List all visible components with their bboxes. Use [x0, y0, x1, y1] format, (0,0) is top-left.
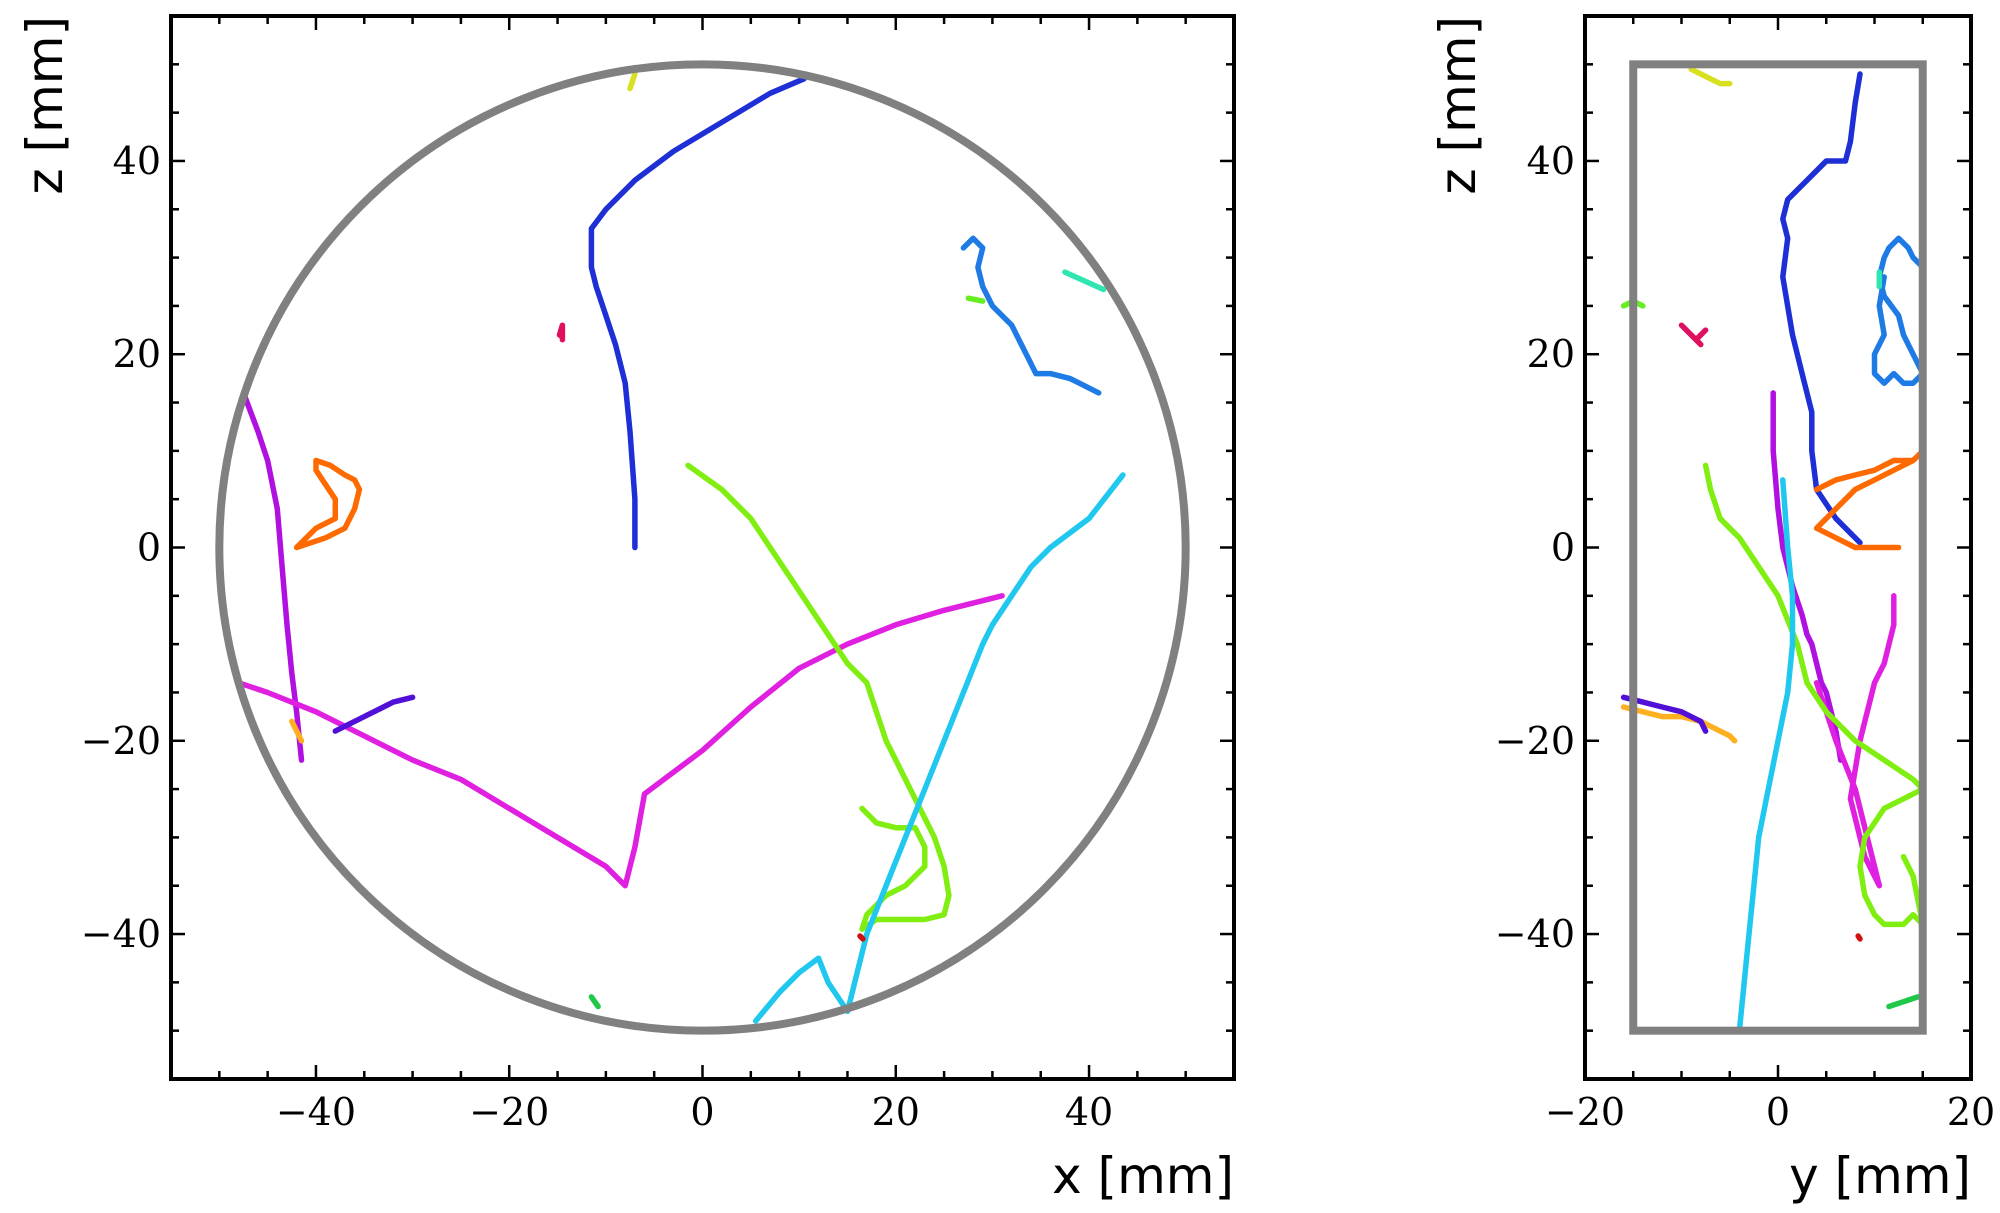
yz-projection-panel: −20 0 20 −40 −20 0 20 40 y [mm] z [mm]: [1429, 14, 1995, 1205]
xz-x-tick-label: −20: [469, 1090, 549, 1134]
xz-y-tick-label: 20: [113, 332, 161, 376]
xz-y-tick-label: 40: [113, 139, 161, 183]
xz-detector-boundary: [215, 60, 1190, 1035]
xz-track-4: [556, 322, 566, 343]
yz-plot-frame: [1583, 14, 1973, 1081]
xz-track-11: [752, 472, 1126, 1024]
yz-x-tick-label: 20: [1947, 1090, 1995, 1134]
xz-track-1: [960, 235, 1102, 396]
xz-track-10: [685, 462, 952, 932]
yz-detector-rect: [1629, 60, 1927, 1035]
yz-y-tick-label: 40: [1527, 139, 1575, 183]
yz-track-13: [1886, 994, 1921, 1010]
xz-y-tick-label: −40: [81, 912, 161, 956]
xz-track-9: [332, 694, 416, 734]
xz-projection-panel: −40 −20 0 20 40 −40 −20 0 20 40 x [mm] z [mm]: [16, 14, 1236, 1205]
xz-track-7: [289, 718, 305, 744]
xz-track-13: [588, 994, 601, 1010]
yz-y-tick-label: −20: [1495, 719, 1575, 763]
xz-x-axis-label: x [mm]: [1052, 1147, 1234, 1205]
xz-track-3: [965, 295, 986, 304]
yz-track-8: [1813, 593, 1897, 889]
xz-x-tick-label: 0: [690, 1090, 714, 1134]
xz-x-tick-label: 20: [872, 1090, 920, 1134]
xz-x-tick-label: −40: [276, 1090, 356, 1134]
xz-track-5: [293, 457, 363, 551]
xz-track-12: [627, 71, 638, 92]
xz-y-tick-label: −20: [81, 719, 161, 763]
yz-x-tick-label: −20: [1545, 1090, 1625, 1134]
yz-track-11: [1736, 477, 1796, 1034]
yz-track-1: [1871, 235, 1926, 386]
xz-tracks: [235, 71, 1126, 1024]
xz-track-14: [857, 933, 866, 942]
xz-track-8: [235, 593, 1005, 889]
xz-x-tick-label: 40: [1065, 1090, 1113, 1134]
xz-detector-circle: [215, 60, 1190, 1035]
yz-y-axis-label: z [mm]: [1429, 16, 1487, 195]
yz-track-10: [1702, 462, 1926, 928]
yz-track-0: [1780, 71, 1863, 546]
yz-track-14: [1855, 933, 1863, 942]
yz-y-tick-label: 0: [1551, 526, 1575, 570]
yz-axis-ticks: −20 0 20 −40 −20 0 20 40: [1495, 14, 1995, 1134]
xz-axis-ticks: −40 −20 0 20 40 −40 −20 0 20 40: [81, 14, 1236, 1134]
yz-y-tick-label: −40: [1495, 912, 1575, 956]
yz-track-4: [1678, 322, 1709, 348]
xz-y-axis-label: z [mm]: [16, 16, 74, 195]
yz-track-6: [1770, 390, 1844, 763]
yz-x-axis-label: y [mm]: [1789, 1147, 1971, 1205]
yz-detector-boundary: [1629, 60, 1927, 1035]
yz-y-tick-label: 20: [1527, 332, 1575, 376]
yz-tracks: [1620, 66, 1926, 1034]
yz-track-12: [1688, 66, 1733, 87]
yz-track-9: [1620, 694, 1709, 734]
yz-x-tick-label: 0: [1766, 1090, 1790, 1134]
xz-track-0: [588, 76, 807, 551]
yz-track-5: [1813, 448, 1926, 551]
xz-track-6: [240, 390, 305, 763]
xz-plot-frame: [169, 14, 1236, 1081]
xz-y-tick-label: 0: [137, 526, 161, 570]
xz-track-2: [1062, 269, 1107, 293]
